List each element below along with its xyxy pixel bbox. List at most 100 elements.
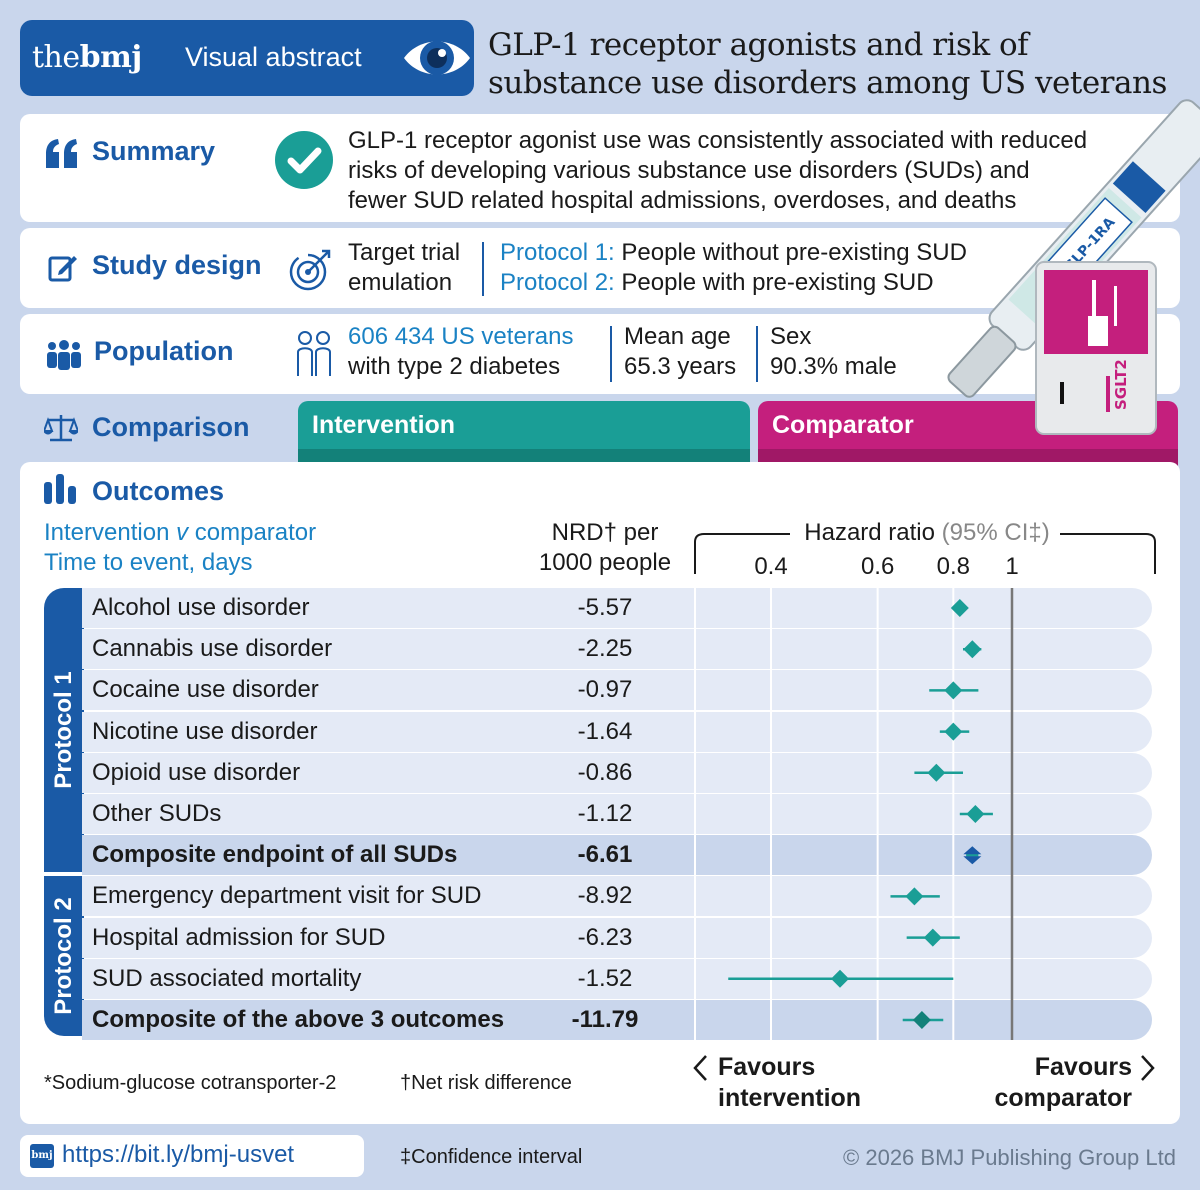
col1-comparator: comparator [194,519,317,546]
people-group-icon [47,340,81,370]
summary-label: Summary [92,136,216,166]
hr-label: Hazard ratio [804,519,935,546]
hr-header: Hazard ratio (95% CI‡) [794,518,1060,548]
brand-banner: thebmj Visual abstract [20,20,474,96]
nrd-value: -1.64 [577,717,633,745]
bmj-logo: thebmj [32,40,142,75]
title-line-2: substance use disorders among US veteran… [488,65,1167,101]
sglt2-label: SGLT2 [1112,359,1130,410]
point-marker [944,722,963,741]
pencil-icon [48,256,77,282]
bar-chart-icon [44,474,76,504]
favours-left-1: Favours [718,1053,816,1081]
protocol-2-line: Protocol 2: People with pre-existing SUD [500,268,934,298]
nrd-header-2: 1000 people [538,549,672,576]
age-value: 65.3 years [624,353,737,380]
forest-point [906,928,960,947]
nrd-value: -8.92 [577,882,633,910]
summary-line-1: GLP-1 receptor agonist use was consisten… [348,127,1088,154]
population-label: Population [94,336,234,366]
nrd-value: -0.86 [577,758,633,786]
nrd-value: -1.12 [577,800,633,827]
summary-line-3: fewer SUD related hospital admissions, o… [348,187,1017,214]
table-row [82,752,1152,793]
nrd-value: -11.79 [571,1006,639,1033]
nrd-value: -0.97 [577,676,633,704]
sex-value: 90.3% male [770,353,897,380]
point-marker [966,805,985,823]
outcome-label: Composite endpoint of all SUDs [92,841,458,869]
column-header-intervention: Intervention v comparator [44,518,316,548]
chevron-left-icon [693,1055,707,1081]
point-marker [963,640,982,659]
study-design-label: Study design [92,250,262,280]
favours-intervention: Favours intervention [718,1052,861,1114]
sex-label: Sex [770,323,812,350]
population-count: 606 434 US veterans [348,322,573,352]
age-label: Mean age [624,323,731,350]
outcome-label: Composite of the above 3 outcomes [92,1006,505,1033]
summary-line-2: risks of developing various substance us… [348,157,1030,184]
favours-right-1: Favours [1034,1053,1132,1081]
outcome-label: Emergency department visit for SUD [92,882,482,910]
x-tick-label: 0.8 [937,553,970,580]
design-method-line-2: emulation [348,269,453,296]
x-tick-label: 1 [1005,553,1018,580]
table-row [82,711,1152,752]
footnote-ci: ‡Confidence interval [400,1146,583,1168]
footnote-nrd: †Net risk difference [400,1072,572,1094]
study-design-row: Study design Target trial emulation Prot… [20,228,1180,308]
pen-illustration: GLP-1RA SGLT2 [947,99,1200,435]
comparison-label: Comparison [92,412,250,442]
protocol-2-bar: Protocol 2 [44,876,84,1036]
nrd-value: -2.25 [577,635,633,663]
outcome-label: Nicotine use disorder [92,717,318,745]
table-row [82,1000,1152,1040]
point-marker [905,887,924,906]
favours-comparator: Favours comparator [960,1052,1132,1114]
protocol-1-text: People without pre-existing SUD [621,239,967,266]
outcome-label: Other SUDs [92,800,222,827]
population-count-sub: with type 2 diabetes [348,353,561,380]
composite-diamond [963,846,982,865]
logo-prefix: the [32,40,80,75]
chevron-right-icon [1141,1055,1155,1081]
point-marker [944,681,963,700]
forest-point [890,887,940,906]
x-tick-label: 0.4 [754,553,787,580]
outcome-label: Hospital admission for SUD [92,923,386,951]
intervention-title: Intervention [312,411,456,439]
protocol-1-label: Protocol 1 [50,671,77,789]
point-marker [831,969,850,988]
x-tick-label: 0.6 [861,553,894,580]
url-link[interactable]: bmj https://bit.ly/bmj-usvet [20,1135,364,1177]
target-icon [289,249,331,291]
outcome-label: Cannabis use disorder [92,635,333,663]
favours-right-2: comparator [994,1084,1132,1112]
point-marker [923,928,942,947]
nrd-value: -5.57 [577,594,633,621]
forest-point [962,640,982,659]
hr-bracket [694,533,1156,574]
forest-point [963,846,982,865]
sglt2-box: SGLT2 [1035,261,1157,435]
point-marker [950,599,969,617]
comparator-title: Comparator [772,411,914,439]
outcome-label: Opioid use disorder [92,758,301,786]
column-header-time: Time to event, days [44,549,253,576]
title-line-1: GLP-1 receptor agonists and risk of [488,27,1029,63]
forest-point [902,1011,944,1029]
scales-icon [44,415,78,442]
outcome-label: SUD associated mortality [92,964,362,992]
protocol-2-text: People with pre-existing SUD [621,269,934,296]
forest-plot: 0.4 0.6 0.8 1 [694,553,1019,1040]
url-text[interactable]: https://bit.ly/bmj-usvet [62,1141,295,1168]
forest-point [950,599,969,617]
outcome-label: Cocaine use disorder [92,676,319,704]
forest-point [728,969,954,988]
copyright: © 2026 BMJ Publishing Group Ltd [843,1145,1176,1170]
table-row [82,588,1152,628]
nrd-value: -6.23 [577,923,633,951]
page-title: GLP-1 receptor agonists and risk of subs… [488,26,1188,102]
point-marker [912,1011,931,1029]
